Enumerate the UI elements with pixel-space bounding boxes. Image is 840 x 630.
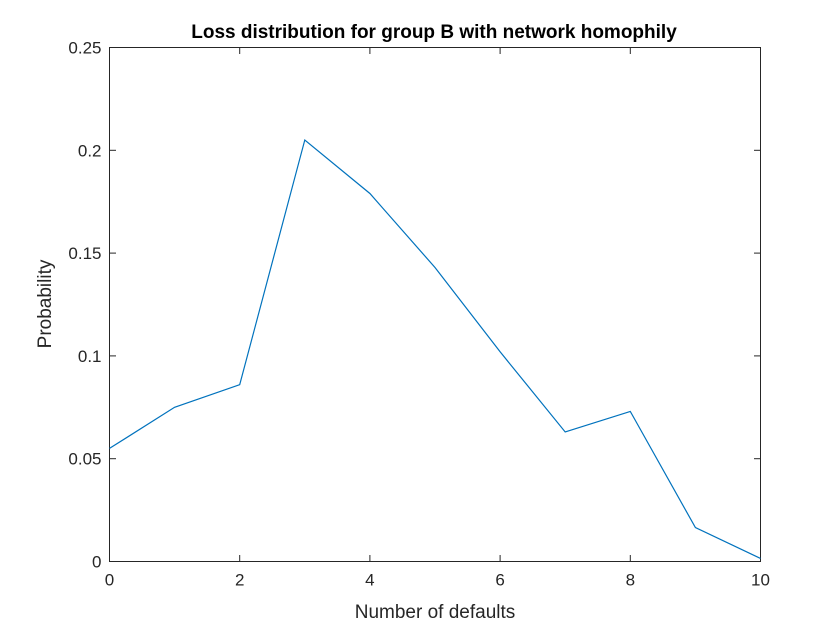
- x-tick-label: 10: [751, 571, 770, 590]
- plot-frame: [109, 47, 761, 562]
- y-tick-label: 0.1: [78, 347, 102, 366]
- y-tick-label: 0.15: [68, 244, 101, 263]
- x-axis: 0 2 4 6 8 10: [105, 47, 770, 590]
- x-tick-label: 2: [235, 571, 244, 590]
- x-tick-label: 8: [626, 571, 635, 590]
- y-tick-label: 0: [92, 553, 101, 572]
- x-tick-label: 6: [495, 571, 504, 590]
- plot-area: 0 2 4 6 8 10 0 0.05 0.1 0.15 0.2 0.25: [68, 39, 770, 590]
- x-tick-label: 4: [365, 571, 374, 590]
- y-tick-label: 0.2: [78, 141, 102, 160]
- y-axis: 0 0.05 0.1 0.15 0.2 0.25: [68, 39, 761, 572]
- y-tick-label: 0.25: [68, 39, 101, 58]
- x-axis-label: Number of defaults: [355, 602, 516, 623]
- chart-title: Loss distribution for group B with netwo…: [191, 22, 677, 43]
- series-layer: [109, 138, 761, 559]
- series-line: [109, 138, 761, 559]
- x-tick-label: 0: [105, 571, 114, 590]
- y-axis-label: Probability: [35, 259, 56, 348]
- y-tick-label: 0.05: [68, 450, 101, 469]
